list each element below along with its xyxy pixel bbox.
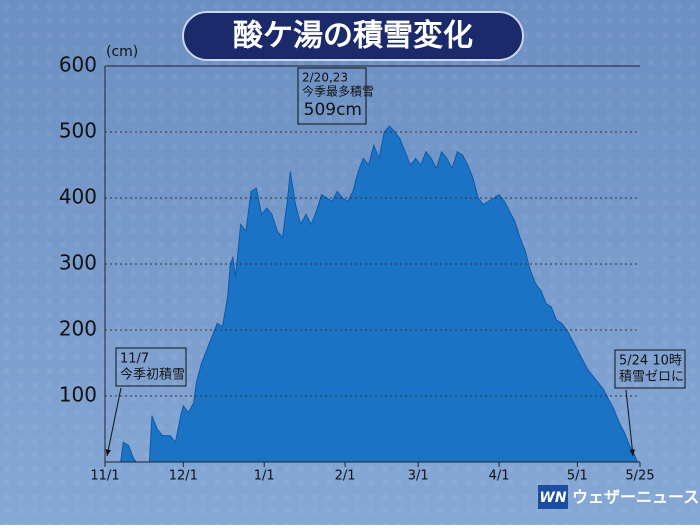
logo-text: ウェザーニュース — [572, 488, 699, 507]
annotation-arrow — [625, 389, 634, 457]
arrow-head — [629, 449, 636, 456]
annotation-text: 11/7 — [120, 352, 149, 367]
annotation-box — [115, 347, 187, 387]
annotation-text: 5/24 10時 — [619, 354, 682, 369]
y-tick-label: 600 — [59, 53, 97, 77]
x-tick-label: 5/25 — [625, 469, 654, 484]
x-tick-label: 2/1 — [335, 469, 356, 484]
y-tick-label: 400 — [59, 185, 97, 209]
y-tick-label: 500 — [59, 119, 97, 143]
y-unit: (cm) — [106, 44, 138, 60]
annotation-box — [297, 67, 367, 125]
logo-mark: WN — [539, 490, 566, 506]
annotation-text: 積雪ゼロに — [619, 370, 684, 385]
x-tick-label: 11/1 — [90, 469, 119, 484]
x-tick-label: 3/1 — [408, 469, 429, 484]
x-tick-label: 12/1 — [169, 469, 198, 484]
y-tick-label: 300 — [59, 251, 97, 275]
arrow-head — [105, 449, 111, 456]
x-tick-label: 5/1 — [567, 469, 588, 484]
y-tick-label: 200 — [59, 317, 97, 341]
annotation-text: 2/20,23 — [302, 71, 348, 85]
annotation-box — [614, 349, 686, 389]
y-tick-label: 100 — [59, 383, 97, 407]
x-tick-label: 1/1 — [254, 469, 275, 484]
annotation-text: 今季初積雪 — [120, 367, 185, 383]
logo: WN ウェザーニュース — [538, 485, 699, 509]
title-pill — [182, 11, 524, 61]
annotation-arrow — [106, 387, 122, 457]
annotation-text: 今季最多積雪 — [302, 84, 374, 99]
x-tick-label: 4/1 — [489, 469, 510, 484]
logo-mark-box — [538, 485, 568, 509]
chart-title: 酸ケ湯の積雪変化 — [233, 19, 473, 54]
annotation-text: 509cm — [304, 100, 362, 120]
area — [105, 125, 640, 463]
